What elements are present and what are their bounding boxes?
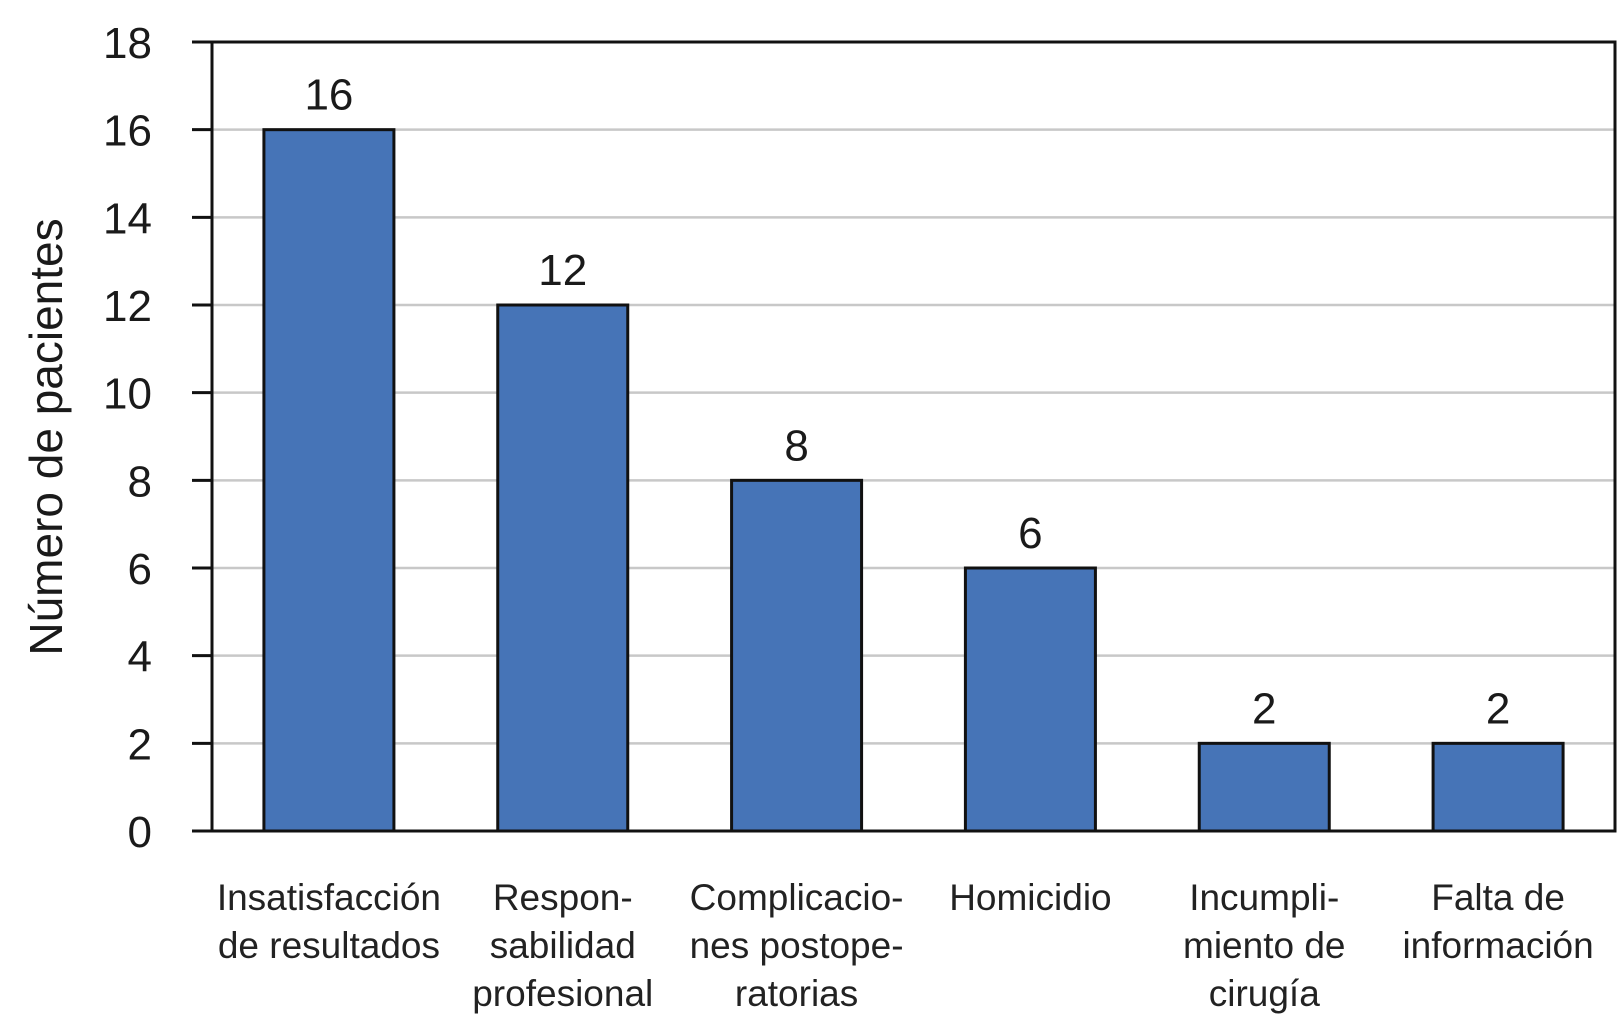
bar [730,478,864,833]
x-tick-label-line: ratorias [735,973,858,1014]
x-tick-label: Falta de información [1402,877,1593,966]
x-tick-label-line: de resultados [218,925,440,966]
x-tick-label: Homicidio [949,877,1111,918]
y-tick-label: 18 [103,19,152,68]
bar [496,303,630,833]
data-label: 6 [1018,509,1042,558]
x-tick-label: Incumpli-miento de cirugía [1183,877,1346,1014]
y-tick-label: 8 [128,457,152,506]
x-tick-label-line: Homicidio [949,877,1111,918]
gridlines [212,128,1615,745]
bar [262,128,396,833]
y-tick-labels: 0 2 4 6 8 10 12 14 16 18 [103,19,212,857]
bars [262,128,1565,833]
x-tick-label-line: nes postope- [690,925,904,966]
y-tick-label: 6 [128,545,152,594]
x-tick-label: Respon-sabilidad profesional [472,877,653,1014]
bar [1197,741,1331,833]
x-tick-label-line: miento de [1183,925,1346,966]
data-label: 8 [784,421,808,470]
y-tick-label: 14 [103,194,152,243]
x-tick-label-line: cirugía [1209,973,1320,1014]
bar [1431,741,1565,833]
y-tick-label: 12 [103,282,152,331]
x-tick-label: Insatisfacción de resultados [217,877,441,966]
data-labels: 16 12 8 6 2 2 [304,71,1510,734]
x-tick-label-line: Respon- [493,877,633,918]
y-tick-label: 10 [103,370,152,419]
x-tick-label-line: profesional [472,973,653,1014]
y-tick-label: 2 [128,720,152,769]
x-tick-label-line: Insatisfacción [217,877,441,918]
data-label: 12 [538,246,587,295]
data-label: 2 [1252,684,1276,733]
bar [963,566,1097,833]
y-tick-label: 4 [128,633,152,682]
x-tick-label-line: información [1402,925,1593,966]
category-labels: Insatisfacción de resultados Respon-sabili… [217,877,1594,1014]
plot-frame [210,40,1617,833]
x-tick-label: Complicacio-nes postope-ratorias [690,877,904,1014]
y-axis-title: Número de pacientes [20,218,72,655]
plot-border [210,40,1617,833]
data-label: 2 [1486,684,1510,733]
x-tick-label-line: Incumpli- [1189,877,1339,918]
x-tick-label-line: Complicacio- [690,877,904,918]
x-tick-label-line: Falta de [1431,877,1565,918]
y-tick-label: 16 [103,107,152,156]
data-label: 16 [304,71,353,120]
y-tick-label: 0 [128,808,152,857]
x-tick-label-line: sabilidad [490,925,636,966]
